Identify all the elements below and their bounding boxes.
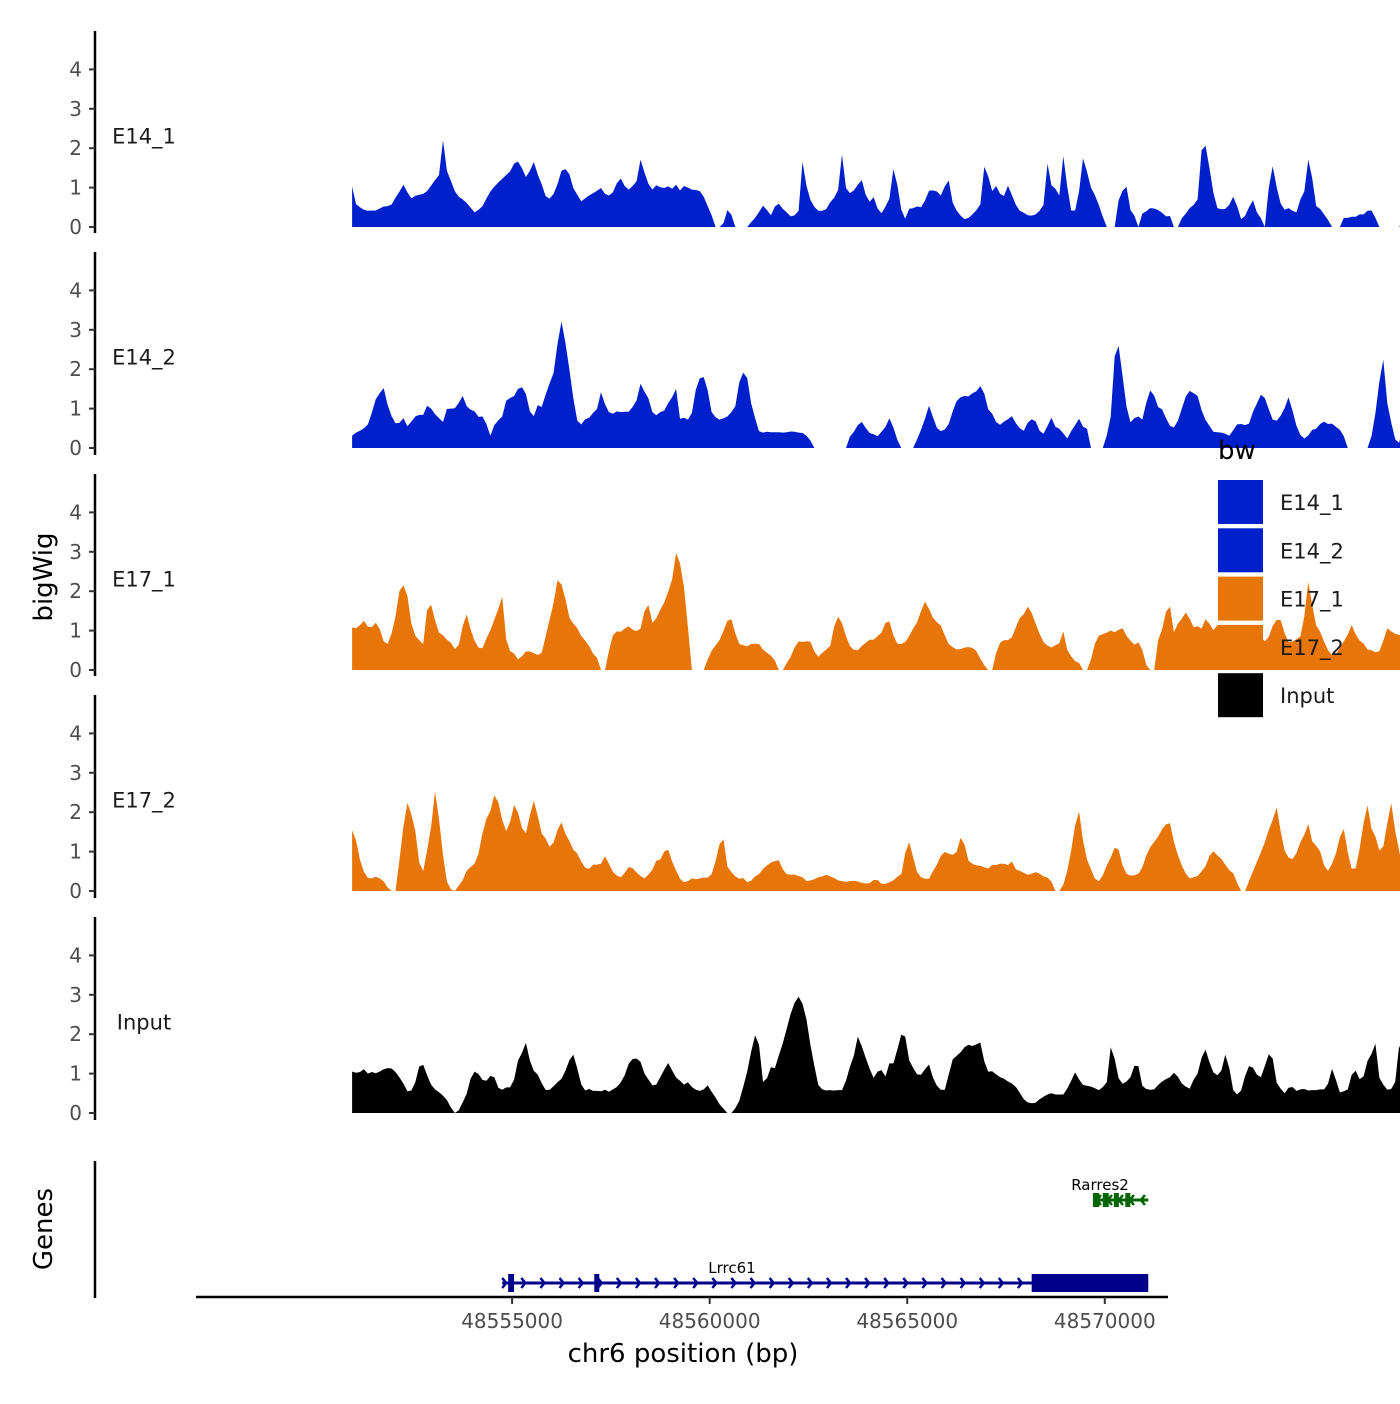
x-axis-title: chr6 position (bp) (568, 1339, 799, 1369)
y-tick-label: 0 (69, 436, 82, 460)
legend-label: Input (1280, 684, 1334, 708)
y-tick-label: 3 (69, 97, 82, 121)
legend-swatch (1218, 528, 1263, 572)
y-tick-label: 0 (69, 215, 82, 239)
legend-label: E17_1 (1280, 588, 1344, 613)
y-tick-label: 2 (69, 579, 82, 603)
x-tick-label: 48560000 (659, 1309, 761, 1333)
legend-label: E14_2 (1280, 539, 1344, 564)
y-tick-label: 3 (69, 761, 82, 785)
exon-block (1125, 1193, 1130, 1207)
gene-label: Lrrc61 (708, 1259, 755, 1277)
genes-panel-title: Genes (29, 1188, 59, 1270)
track-label: E17_2 (112, 788, 176, 813)
track-label: Input (117, 1010, 171, 1034)
y-tick-label: 3 (69, 540, 82, 564)
exon-block (508, 1274, 514, 1292)
track-label: E14_2 (112, 345, 176, 370)
legend-swatch (1218, 577, 1263, 621)
legend-swatch (1218, 480, 1263, 524)
y-tick-label: 2 (69, 136, 82, 160)
y-tick-label: 4 (69, 57, 82, 81)
y-tick-label: 4 (69, 500, 82, 524)
y-tick-label: 2 (69, 357, 82, 381)
y-tick-label: 3 (69, 983, 82, 1007)
y-tick-label: 0 (69, 1101, 82, 1125)
track-label: E17_1 (112, 567, 176, 592)
exon-block (1103, 1193, 1109, 1207)
exon-block (594, 1274, 599, 1292)
y-tick-label: 3 (69, 318, 82, 342)
y-tick-label: 1 (69, 1062, 82, 1086)
legend-swatch (1218, 673, 1263, 717)
legend-swatch (1218, 625, 1263, 669)
x-tick-label: 48570000 (1054, 1309, 1156, 1333)
y-axis-title: bigWig (29, 532, 59, 621)
y-tick-label: 0 (69, 658, 82, 682)
track-label: E14_1 (112, 124, 176, 149)
y-tick-label: 1 (69, 176, 82, 200)
exon-block (1032, 1274, 1149, 1292)
exon-block (1093, 1193, 1099, 1207)
x-tick-label: 48555000 (461, 1309, 563, 1333)
y-tick-label: 4 (69, 943, 82, 967)
exon-block (1114, 1193, 1119, 1207)
legend-label: E17_2 (1280, 636, 1344, 661)
y-tick-label: 1 (69, 619, 82, 643)
gene-label: Rarres2 (1071, 1176, 1129, 1194)
y-tick-label: 2 (69, 800, 82, 824)
x-tick-label: 48565000 (856, 1309, 958, 1333)
y-tick-label: 1 (69, 840, 82, 864)
y-tick-label: 1 (69, 397, 82, 421)
legend-label: E14_1 (1280, 491, 1344, 516)
y-tick-label: 4 (69, 721, 82, 745)
legend-title: bw (1218, 436, 1256, 466)
y-tick-label: 2 (69, 1022, 82, 1046)
y-tick-label: 0 (69, 879, 82, 903)
y-tick-label: 4 (69, 278, 82, 302)
